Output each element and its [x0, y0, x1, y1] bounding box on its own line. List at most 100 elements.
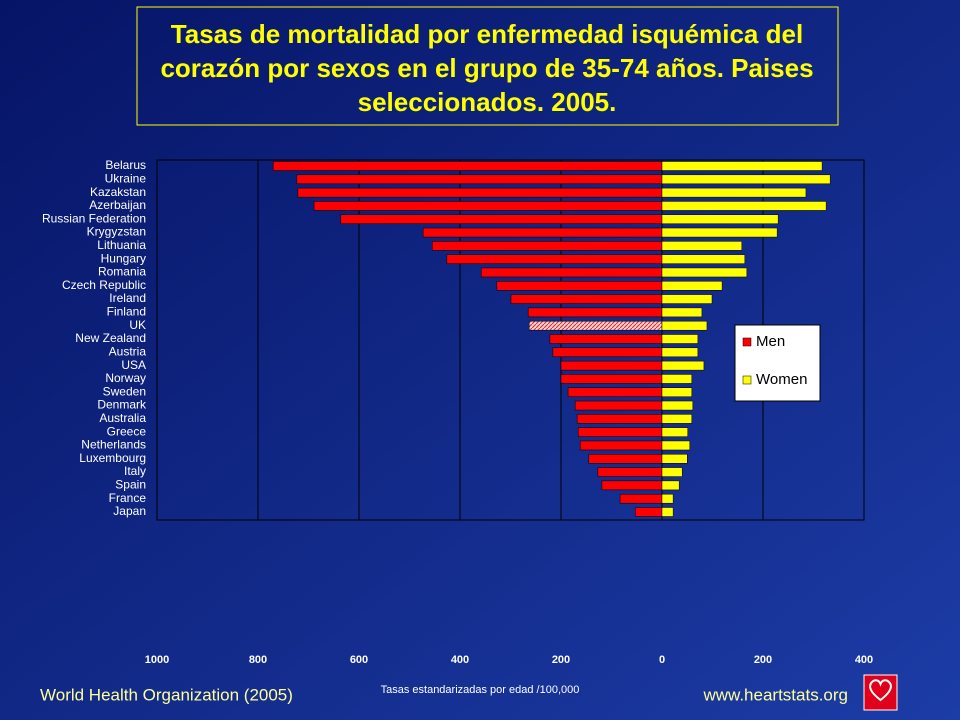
bar	[619, 493, 663, 504]
bar	[431, 241, 663, 251]
bar	[661, 187, 807, 198]
x-tick-label: 400	[451, 654, 469, 666]
y-tick-label: Denmark	[97, 398, 147, 412]
bar	[313, 201, 663, 211]
title-line: seleccionados. 2005.	[358, 87, 617, 117]
bar	[528, 320, 663, 331]
y-tick-label: Australia	[99, 411, 146, 425]
y-tick-label: UK	[129, 318, 146, 332]
bar	[597, 467, 663, 477]
bar	[560, 360, 663, 371]
bar	[560, 374, 663, 384]
bar	[661, 374, 693, 384]
bar	[661, 174, 831, 185]
y-tick-label: France	[109, 491, 147, 505]
website: www.heartstats.org	[702, 685, 848, 704]
y-tick-label: Italy	[124, 464, 146, 478]
bar	[422, 227, 663, 238]
bar	[296, 174, 663, 185]
y-tick-label: Krygyzstan	[87, 225, 146, 239]
bar	[661, 281, 723, 291]
y-tick-label: Ireland	[109, 291, 146, 305]
x-tick-label: 400	[855, 654, 873, 666]
bar	[661, 241, 743, 251]
bar	[661, 454, 688, 464]
bar	[272, 161, 663, 171]
bar	[579, 440, 663, 451]
y-tick-label: USA	[121, 358, 146, 372]
y-tick-label: Kazakstan	[90, 185, 146, 199]
bar	[446, 254, 663, 264]
bar	[661, 480, 680, 491]
source: World Health Organization (2005)	[40, 685, 293, 704]
bar	[527, 307, 663, 318]
y-tick-label: Japan	[113, 504, 146, 518]
bar	[510, 294, 663, 304]
bar	[661, 507, 674, 517]
y-tick-label: Austria	[109, 344, 147, 358]
bar	[661, 320, 708, 331]
y-tick-label: Spain	[115, 478, 146, 492]
legend-label: Men	[756, 333, 785, 350]
bar	[297, 187, 663, 198]
bar	[577, 427, 663, 437]
bar	[661, 254, 746, 264]
bar	[634, 507, 663, 517]
bar	[661, 400, 694, 411]
bar	[567, 387, 663, 397]
y-tick-label: Lithuania	[97, 238, 146, 252]
bar	[661, 294, 713, 304]
bar	[661, 307, 703, 318]
x-tick-label: 0	[659, 654, 665, 666]
legend-label: Women	[756, 371, 807, 388]
y-tick-label: Sweden	[103, 384, 146, 398]
x-axis-label: Tasas estandarizadas por edad /100,000	[381, 684, 580, 696]
bar	[574, 400, 663, 411]
title-box	[136, 6, 839, 126]
title-line: corazón por sexos en el grupo de 35-74 a…	[160, 53, 813, 83]
bar	[661, 214, 779, 224]
y-tick-label: Romania	[98, 265, 146, 279]
bar	[661, 360, 705, 371]
bar	[661, 267, 748, 278]
x-tick-label: 200	[552, 654, 570, 666]
y-tick-label: Belarus	[105, 158, 146, 172]
bar	[661, 427, 689, 437]
x-tick-label: 1000	[145, 654, 169, 666]
legend-swatch	[742, 375, 752, 385]
legend-box	[734, 324, 821, 402]
y-tick-label: Ukraine	[105, 171, 147, 185]
bar	[661, 387, 693, 397]
y-tick-label: Azerbaijan	[89, 198, 146, 212]
bar	[661, 161, 823, 171]
title-line: Tasas de mortalidad por enfermedad isqué…	[171, 19, 803, 49]
y-tick-label: Norway	[105, 371, 146, 385]
bar	[480, 267, 663, 278]
y-tick-label: Russian Federation	[42, 211, 146, 225]
bar	[661, 440, 691, 451]
bar	[576, 414, 663, 424]
bar	[661, 201, 827, 211]
x-tick-label: 600	[350, 654, 368, 666]
bar	[588, 454, 663, 464]
bar	[340, 214, 663, 224]
legend-swatch	[742, 337, 752, 347]
bar	[661, 334, 699, 344]
bar	[661, 414, 693, 424]
x-tick-label: 200	[754, 654, 772, 666]
x-tick-label: 800	[249, 654, 267, 666]
bar	[661, 493, 674, 504]
bar	[496, 281, 663, 291]
y-tick-label: New Zealand	[75, 331, 146, 345]
bar	[661, 467, 683, 477]
bar	[601, 480, 663, 491]
bar	[549, 334, 663, 344]
logo	[863, 674, 898, 711]
y-tick-label: Netherlands	[81, 438, 146, 452]
y-tick-label: Greece	[107, 424, 147, 438]
y-tick-label: Hungary	[101, 251, 146, 265]
y-tick-label: Czech Republic	[62, 278, 146, 292]
y-tick-label: Luxembourg	[79, 451, 146, 465]
bar	[661, 347, 699, 358]
